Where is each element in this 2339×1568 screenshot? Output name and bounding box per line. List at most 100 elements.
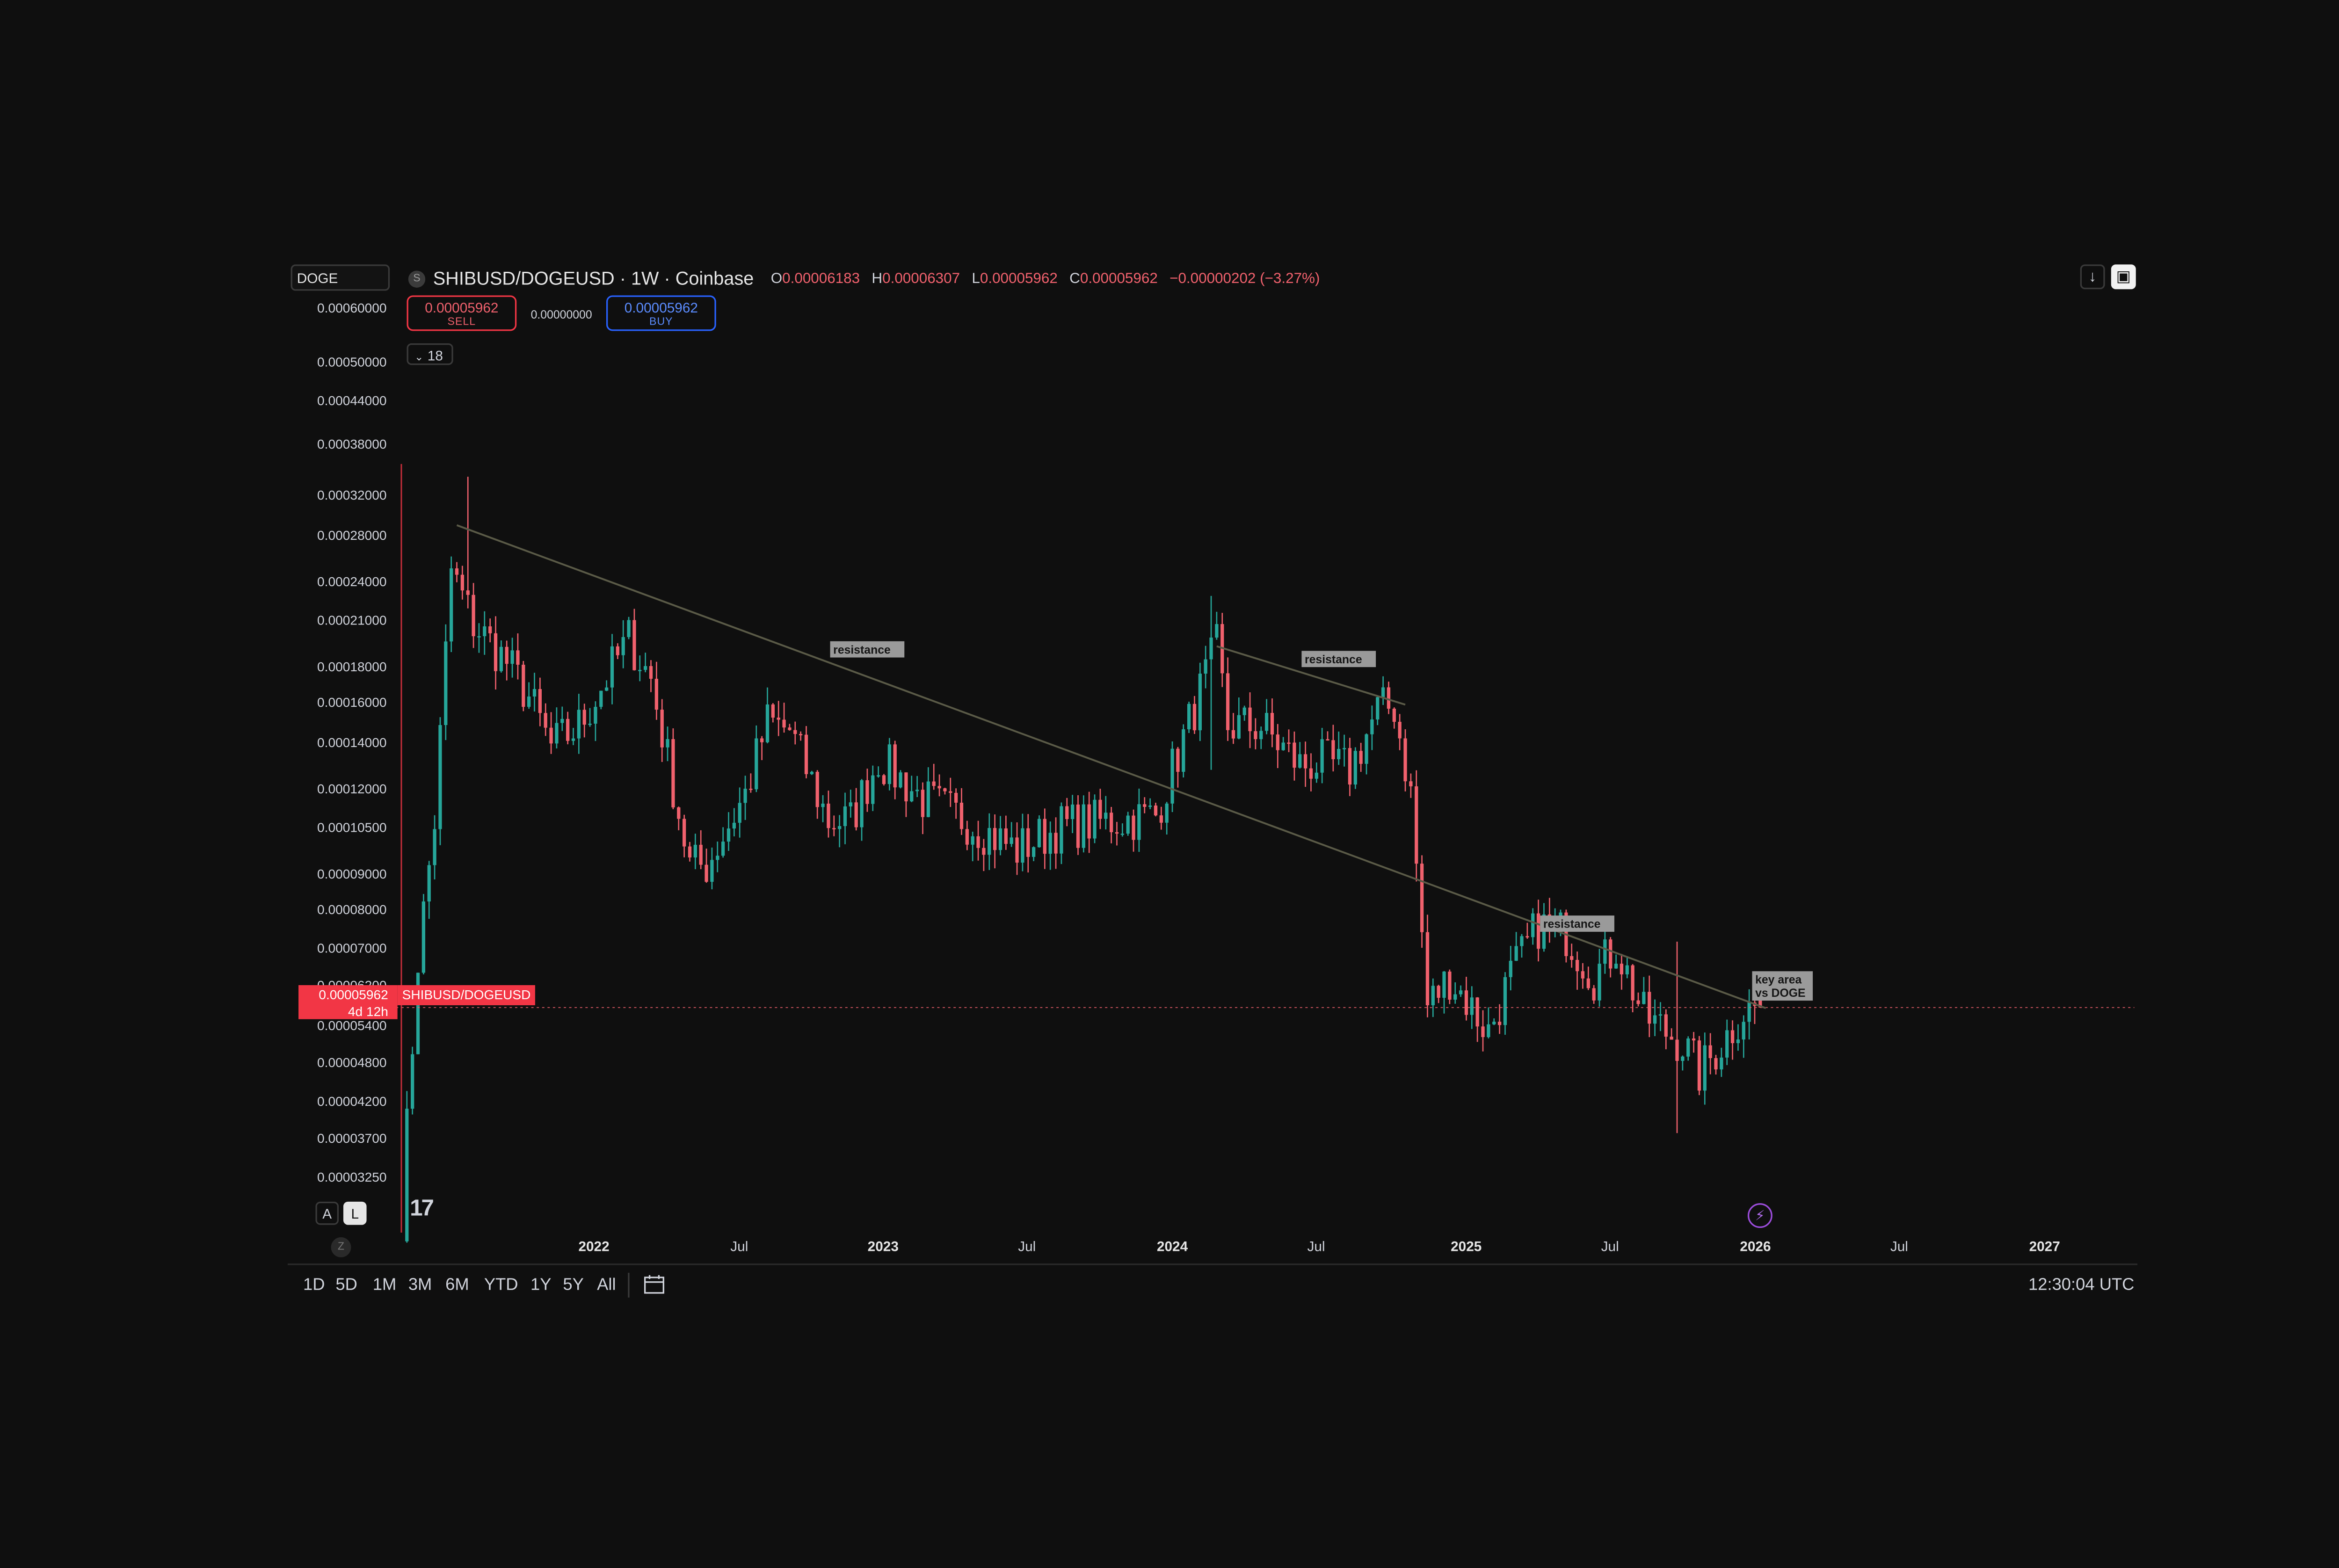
candle-body bbox=[1264, 713, 1269, 731]
log-scale-button[interactable]: L bbox=[343, 1201, 367, 1225]
time-axis-label: Jul bbox=[730, 1239, 748, 1255]
range-1d-button[interactable]: 1D bbox=[303, 1276, 325, 1295]
spread-value: 0.00000000 bbox=[530, 307, 592, 322]
candle-body bbox=[1697, 1040, 1701, 1091]
candle-body bbox=[566, 719, 570, 741]
candle-body bbox=[1303, 754, 1308, 769]
candle-body bbox=[721, 842, 725, 856]
time-axis-label: 2022 bbox=[578, 1239, 610, 1255]
range-6m-button[interactable]: 6M bbox=[445, 1276, 469, 1295]
candle-body bbox=[732, 822, 736, 829]
candle-body bbox=[1187, 704, 1191, 730]
candle-body bbox=[1664, 1014, 1668, 1037]
price-axis-label: 0.00018000 bbox=[317, 659, 387, 675]
range-3m-button[interactable]: 3M bbox=[408, 1276, 432, 1295]
candle-body bbox=[1570, 956, 1574, 960]
candle-body bbox=[1581, 971, 1585, 979]
fullscreen-button[interactable]: ▣ bbox=[2111, 264, 2136, 290]
candle-body bbox=[1315, 772, 1318, 779]
ohlc-change: −0.00000202 (−3.27%) bbox=[1170, 269, 1320, 287]
candle-body bbox=[865, 780, 869, 804]
candle-body bbox=[1714, 1058, 1718, 1070]
candle-body bbox=[1204, 659, 1207, 674]
indicators-count: 18 bbox=[427, 348, 443, 363]
price-axis-label: 0.00024000 bbox=[317, 573, 387, 589]
candle-body bbox=[1098, 799, 1102, 819]
candle-body bbox=[837, 826, 842, 829]
candle-body bbox=[893, 744, 897, 788]
zoom-reset-button[interactable]: Z bbox=[331, 1237, 351, 1257]
annotation-box bbox=[1540, 915, 1614, 932]
candle-body bbox=[1415, 786, 1418, 864]
range-5d-button[interactable]: 5D bbox=[335, 1276, 357, 1295]
candle-body bbox=[1631, 965, 1634, 1001]
range-1m-button[interactable]: 1M bbox=[372, 1276, 397, 1295]
time-axis-label: Jul bbox=[1307, 1239, 1325, 1255]
price-axis-label: 0.00016000 bbox=[317, 694, 387, 710]
candle-body bbox=[671, 739, 675, 807]
candle-body bbox=[1015, 837, 1019, 863]
current-symbol-tag: SHIBUSD/DOGEUSD bbox=[397, 985, 536, 1005]
candle-body bbox=[755, 738, 758, 790]
indicators-toggle-button[interactable]: ⌄ 18 bbox=[407, 343, 453, 365]
chevron-down-icon: ⌄ bbox=[414, 352, 424, 363]
candle-body bbox=[1331, 740, 1335, 760]
price-axis-label: 0.00007000 bbox=[317, 940, 387, 956]
candle-body bbox=[488, 626, 492, 633]
candle-body bbox=[949, 791, 952, 793]
symbol-search-input[interactable]: DOGE bbox=[291, 264, 390, 291]
candle-body bbox=[904, 772, 908, 802]
candle-body bbox=[926, 781, 930, 817]
candle-body bbox=[1648, 992, 1651, 1024]
range-5y-button[interactable]: 5Y bbox=[563, 1276, 584, 1295]
price-axis-label: 0.00012000 bbox=[317, 781, 387, 797]
download-button[interactable]: ↓ bbox=[2080, 264, 2105, 290]
candle-body bbox=[1026, 828, 1030, 857]
candle-body bbox=[1226, 673, 1230, 730]
tradingview-logo[interactable]: 17 bbox=[410, 1195, 434, 1222]
candle-body bbox=[660, 710, 664, 748]
lightning-icon[interactable]: ⚡ bbox=[1747, 1203, 1772, 1228]
chart-title[interactable]: SHIBUSD/DOGEUSD · 1W · Coinbase bbox=[433, 267, 754, 290]
candle-body bbox=[1060, 806, 1063, 854]
candle-body bbox=[1237, 715, 1241, 739]
candle-body bbox=[416, 973, 420, 1054]
price-axis-label: 0.00044000 bbox=[317, 392, 387, 408]
candle-body bbox=[1215, 624, 1219, 638]
candle-body bbox=[649, 666, 653, 679]
range-ytd-button[interactable]: YTD bbox=[484, 1276, 518, 1295]
range-1y-button[interactable]: 1Y bbox=[530, 1276, 552, 1295]
candle-body bbox=[821, 803, 825, 807]
candle-body bbox=[1192, 704, 1197, 731]
candle-body bbox=[788, 727, 792, 730]
candle-body bbox=[693, 844, 697, 858]
candle-body bbox=[854, 802, 858, 828]
candle-body bbox=[505, 646, 508, 664]
candle-body bbox=[1087, 804, 1091, 839]
candle-body bbox=[1675, 1039, 1679, 1061]
auto-scale-button[interactable]: A bbox=[315, 1201, 339, 1225]
range-all-button[interactable]: All bbox=[597, 1276, 616, 1295]
resistance-trendline bbox=[456, 524, 1766, 1009]
candle-body bbox=[743, 789, 747, 803]
sell-button[interactable]: 0.00005962 SELL bbox=[407, 295, 517, 331]
candle-body bbox=[621, 637, 625, 655]
candle-body bbox=[1148, 806, 1152, 807]
candle-body bbox=[1437, 986, 1440, 998]
candle-body bbox=[1509, 960, 1512, 977]
buy-button[interactable]: 0.00005962 BUY bbox=[606, 295, 716, 331]
candle-body bbox=[1531, 913, 1535, 937]
candle-body bbox=[610, 646, 614, 688]
chart-legend: S SHIBUSD/DOGEUSD · 1W · Coinbase O0.000… bbox=[408, 266, 1320, 291]
candle-body bbox=[1259, 731, 1263, 740]
candle-body bbox=[705, 864, 708, 882]
candle-body bbox=[1520, 936, 1524, 946]
candle-body bbox=[627, 620, 631, 637]
calendar-goto-icon[interactable] bbox=[643, 1274, 665, 1294]
price-axis-label: 0.00004200 bbox=[317, 1093, 387, 1109]
candle-body bbox=[1370, 719, 1374, 734]
utc-clock[interactable]: 12:30:04 UTC bbox=[2028, 1276, 2135, 1295]
price-axis-label: 0.00014000 bbox=[317, 734, 387, 750]
candle-body bbox=[1708, 1045, 1712, 1058]
